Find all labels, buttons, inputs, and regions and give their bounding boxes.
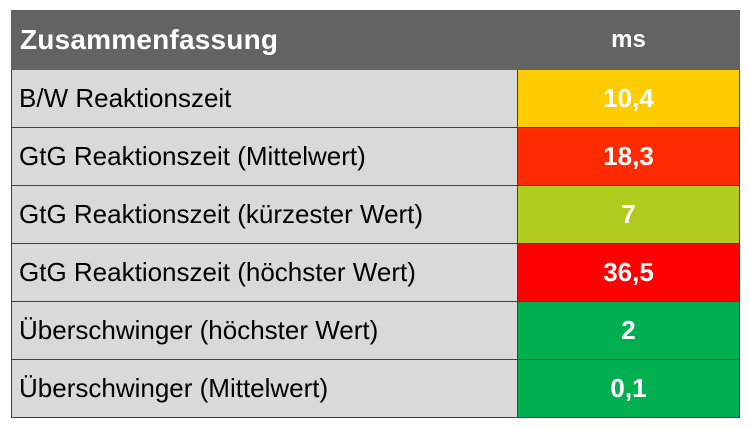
row-label: Überschwinger (höchster Wert) [11, 301, 518, 360]
table-title: Zusammenfassung [11, 10, 518, 70]
row-value: 0,1 [517, 359, 740, 418]
row-value: 36,5 [517, 243, 740, 302]
row-value: 18,3 [517, 127, 740, 186]
row-value: 7 [517, 185, 740, 244]
table-row: Überschwinger (höchster Wert) 2 [11, 301, 740, 360]
table-row: GtG Reaktionszeit (höchster Wert) 36,5 [11, 243, 740, 302]
row-label: GtG Reaktionszeit (kürzester Wert) [11, 185, 518, 244]
table-row: B/W Reaktionszeit 10,4 [11, 69, 740, 128]
table-row: Überschwinger (Mittelwert) 0,1 [11, 359, 740, 418]
row-label: GtG Reaktionszeit (höchster Wert) [11, 243, 518, 302]
header-row: Zusammenfassung ms [11, 10, 740, 70]
summary-table: Zusammenfassung ms B/W Reaktionszeit 10,… [11, 10, 740, 418]
row-value: 10,4 [517, 69, 740, 128]
unit-header: ms [517, 10, 740, 70]
row-label: B/W Reaktionszeit [11, 69, 518, 128]
row-label: Überschwinger (Mittelwert) [11, 359, 518, 418]
row-value: 2 [517, 301, 740, 360]
table-row: GtG Reaktionszeit (kürzester Wert) 7 [11, 185, 740, 244]
row-label: GtG Reaktionszeit (Mittelwert) [11, 127, 518, 186]
table-row: GtG Reaktionszeit (Mittelwert) 18,3 [11, 127, 740, 186]
